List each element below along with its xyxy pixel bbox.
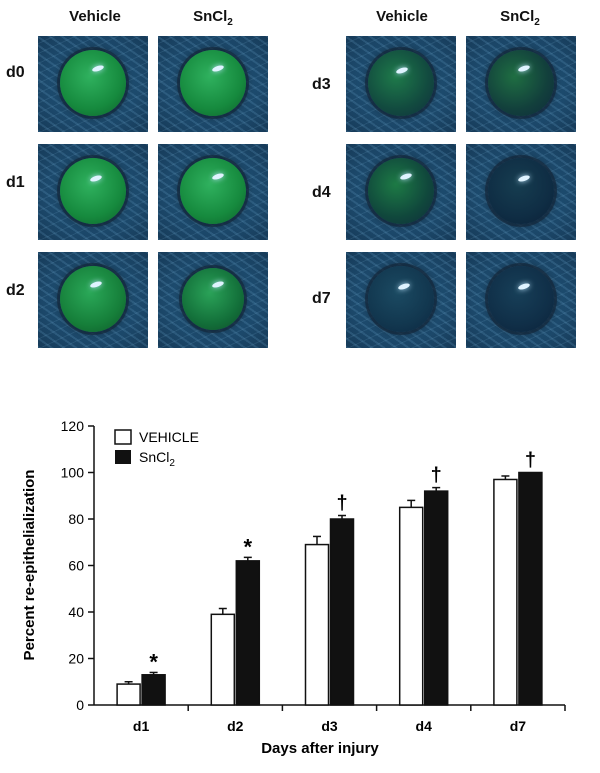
eye-photo-d7-vehicle: [346, 252, 456, 348]
significance-marker-d1: *: [149, 649, 158, 674]
col-label-sncl2-right: SnCl2: [500, 8, 540, 28]
bar-sncl2-d2: [235, 560, 261, 706]
y-tick-label: 100: [61, 465, 85, 481]
row-label-d0: d0: [6, 64, 25, 81]
x-tick-label: d4: [416, 718, 433, 734]
y-tick-label: 20: [68, 651, 84, 667]
bar-vehicle-d3: [304, 543, 330, 706]
y-tick-label: 120: [61, 418, 85, 434]
legend-swatch-vehicle: [114, 429, 132, 445]
row-label-d3: d3: [312, 76, 331, 93]
eye-photo-d3-sncl2: [466, 36, 576, 132]
bar-vehicle-d7: [493, 478, 518, 706]
bar-sncl2-d3: [329, 518, 355, 706]
bar-vehicle-d4: [398, 506, 424, 706]
x-tick-label: d7: [510, 718, 527, 734]
bar-chart: 0 20 40 60 80 100 120 d1 * d2 * d3 † d4 † d7 † Percent r…: [21, 418, 566, 757]
bar-sncl2-d1: [141, 674, 166, 706]
eye-photo-d7-sncl2: [466, 252, 576, 348]
eye-photo-d4-sncl2: [466, 144, 576, 240]
col-label-vehicle-right: Vehicle: [376, 8, 428, 25]
eye-photo-d1-sncl2: [158, 144, 268, 240]
row-label-d7: d7: [312, 290, 331, 307]
legend-label-vehicle: VEHICLE: [139, 429, 199, 445]
x-tick-label: d2: [227, 718, 244, 734]
eye-photo-d0-vehicle: [38, 36, 148, 132]
significance-marker-d3: †: [336, 493, 347, 515]
row-label-d4: d4: [312, 184, 331, 201]
y-axis-label: Percent re-epithelialization: [21, 470, 38, 661]
eye-photo-d2-vehicle: [38, 252, 148, 348]
bar-sncl2-d4: [423, 490, 449, 706]
eye-photo-d3-vehicle: [346, 36, 456, 132]
x-axis-label: Days after injury: [261, 740, 379, 757]
significance-marker-d2: *: [244, 534, 253, 559]
col-label-sncl2-left: SnCl2: [193, 8, 233, 28]
row-label-d1: d1: [6, 174, 25, 191]
eye-photo-d1-vehicle: [38, 144, 148, 240]
row-label-d2: d2: [6, 282, 25, 299]
y-tick-label: 60: [68, 558, 84, 574]
bar-sncl2-d7: [518, 471, 543, 706]
y-tick-label: 0: [76, 697, 84, 713]
legend-label-sncl2: SnCl2: [139, 449, 175, 469]
significance-marker-d4: †: [431, 465, 442, 487]
significance-marker-d7: †: [525, 450, 536, 472]
y-tick-label: 80: [68, 511, 84, 527]
x-tick-label: d3: [321, 718, 338, 734]
x-tick-label: d1: [133, 718, 150, 734]
eye-photo-d0-sncl2: [158, 36, 268, 132]
legend-swatch-sncl2: [115, 450, 131, 464]
bar-vehicle-d1: [116, 683, 141, 706]
col-label-vehicle-left: Vehicle: [69, 8, 121, 25]
bar-vehicle-d2: [210, 613, 236, 706]
eye-photo-d4-vehicle: [346, 144, 456, 240]
eye-photo-d2-sncl2: [158, 252, 268, 348]
y-tick-label: 40: [68, 604, 84, 620]
